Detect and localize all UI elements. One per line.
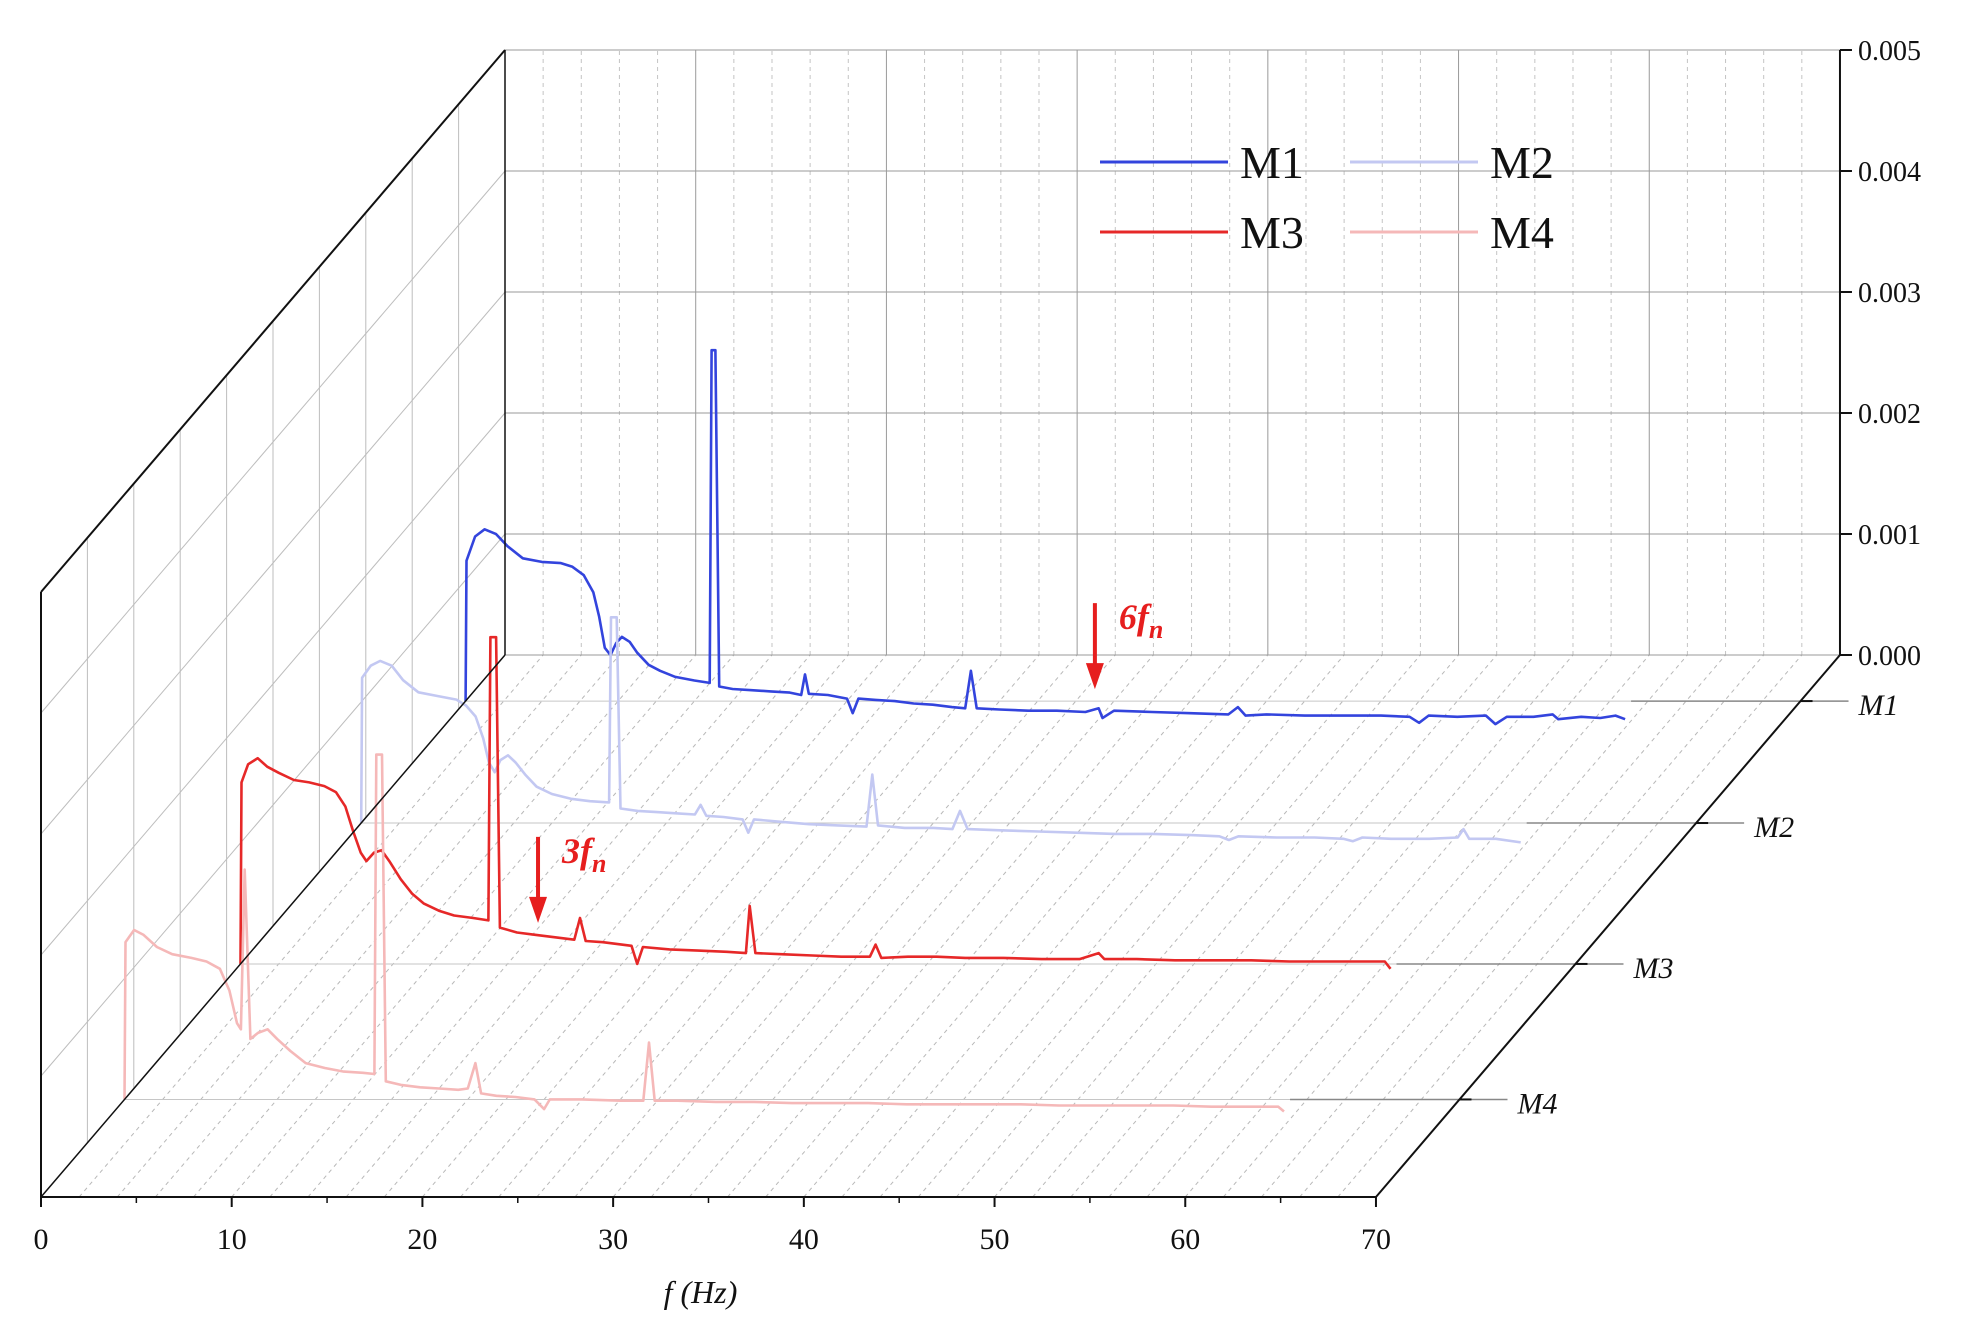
floor-grid-line <box>460 654 925 1198</box>
floor-grid-line <box>155 654 620 1198</box>
floor-grid-line <box>78 654 544 1198</box>
floor-grid-line <box>345 654 811 1198</box>
floor-grid-line <box>1070 654 1536 1198</box>
z-tick-label: 0.002 <box>1858 399 1921 430</box>
z-tick-label: 0.004 <box>1858 157 1921 188</box>
axis-layer: 0 10 20 30 40 50 60 70 f (Hz) 0.000 0.001 0.002 0.00… <box>34 36 1988 1310</box>
floor-grid-line <box>574 654 1040 1198</box>
x-tick-label: 20 <box>407 1223 437 1256</box>
legend-label-m1: M1 <box>1240 137 1304 188</box>
depth-label: M2 <box>1753 811 1794 844</box>
floor-grid-line <box>841 654 1307 1198</box>
floor-grid-line <box>994 654 1459 1198</box>
floor-grid-line <box>1032 654 1498 1198</box>
depth-label: M3 <box>1632 952 1673 985</box>
annotation-subscript: n <box>592 849 606 878</box>
depth-axis <box>1375 654 1841 1198</box>
z-tick-label: 0.001 <box>1858 520 1921 551</box>
annotation-label: 3fn <box>561 831 606 878</box>
series-line-m4 <box>123 753 1285 1113</box>
floor-grid-line <box>650 654 1116 1198</box>
floor-grid-line <box>307 654 773 1198</box>
floor-grid-line <box>536 654 1002 1198</box>
x-tick-label: 60 <box>1170 1223 1200 1256</box>
left-floor-edge <box>40 654 506 1198</box>
floor-grid-line <box>422 654 887 1198</box>
floor-grid-line <box>803 654 1269 1198</box>
floor-grid-line <box>231 654 697 1198</box>
legend-label-m2: M2 <box>1490 137 1554 188</box>
floor-grid-line <box>612 654 1078 1198</box>
annotation-main: 3f <box>561 831 595 871</box>
annotation-label: 6fn <box>1119 597 1163 644</box>
series-layer <box>123 348 1849 1113</box>
floor-grid-line <box>1108 654 1574 1198</box>
annotation-arrow-head <box>529 896 548 923</box>
series-line-m1 <box>464 348 1626 726</box>
z-tick-label: 0.000 <box>1858 641 1921 672</box>
floor-grid-line <box>1146 654 1612 1198</box>
series-line-m3 <box>239 635 1392 970</box>
x-tick-label: 50 <box>980 1223 1010 1256</box>
x-axis-label: f (Hz) <box>664 1274 738 1310</box>
floor-grid-line <box>689 654 1154 1198</box>
annotation-subscript: n <box>1149 615 1163 644</box>
depth-label: M1 <box>1858 689 1899 722</box>
floor-grid-line <box>1184 654 1650 1198</box>
side-wall-level-line <box>40 533 506 1077</box>
floor-grid-line <box>116 654 582 1198</box>
floor-grid-line <box>1299 654 1765 1198</box>
x-tick-label: 40 <box>789 1223 819 1256</box>
side-wall-level-line <box>40 170 506 714</box>
legend-label-m4: M4 <box>1490 207 1554 258</box>
x-tick-label: 70 <box>1361 1223 1391 1256</box>
z-axis-label: C_p <box>1983 293 1988 346</box>
side-wall-level-line <box>40 412 506 956</box>
legend-label-m3: M3 <box>1240 207 1304 258</box>
floor-grid-line <box>1223 654 1688 1198</box>
grid-layer <box>40 49 1841 1198</box>
floor-grid-line <box>727 654 1192 1198</box>
depth-label: M4 <box>1516 1087 1557 1120</box>
series-line-m2 <box>359 615 1521 844</box>
floor-grid-line <box>498 654 964 1198</box>
top-side-edge <box>40 49 506 593</box>
floor-grid-line <box>879 654 1345 1198</box>
floor-grid-line <box>1261 654 1726 1198</box>
floor-grid-line <box>917 654 1383 1198</box>
floor-grid-line <box>269 654 735 1198</box>
floor-grid-line <box>193 654 658 1198</box>
floor-grid-line <box>956 654 1421 1198</box>
x-tick-label: 30 <box>598 1223 628 1256</box>
x-tick-label: 0 <box>34 1223 49 1256</box>
legend: M1 M2 M3 M4 <box>1100 137 1554 258</box>
floor-grid-line <box>383 654 849 1198</box>
annotation-main: 6f <box>1119 597 1152 637</box>
z-tick-label: 0.005 <box>1858 36 1921 67</box>
x-tick-label: 10 <box>217 1223 247 1256</box>
side-wall-level-line <box>40 291 506 835</box>
floor-grid-line <box>765 654 1231 1198</box>
annotation-arrow-head <box>1085 663 1104 690</box>
floor-grid-line <box>1337 654 1803 1198</box>
z-tick-label: 0.003 <box>1858 278 1921 309</box>
